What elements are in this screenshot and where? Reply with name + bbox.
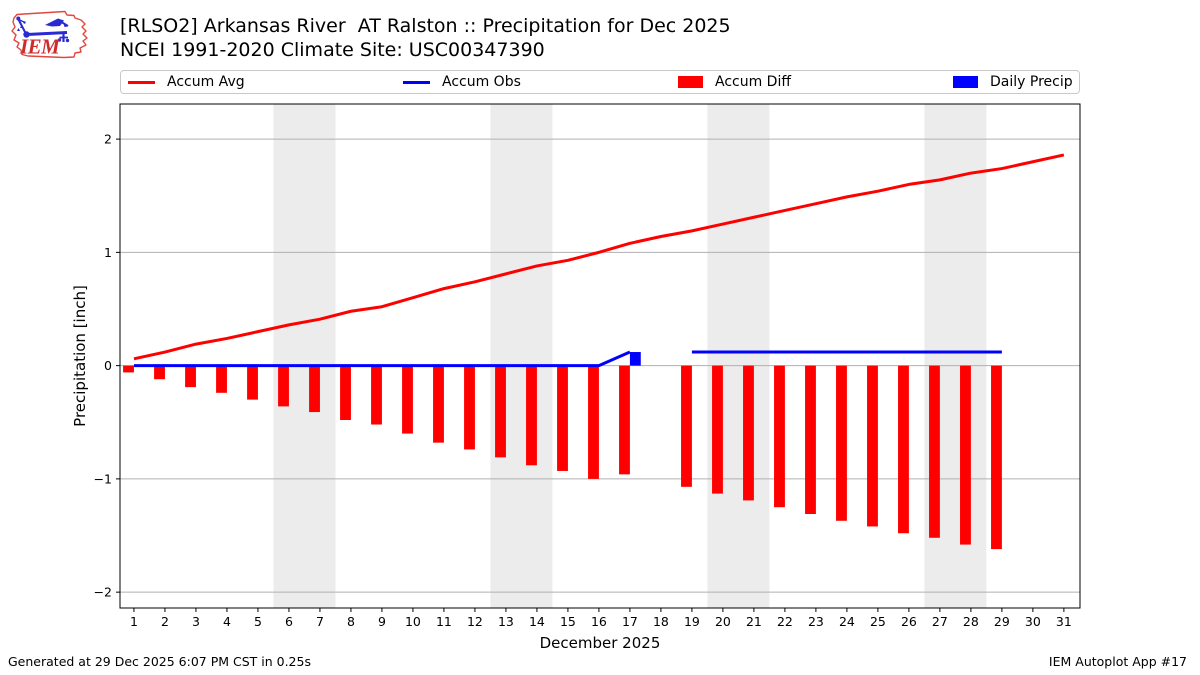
app-credit: IEM Autoplot App #17 xyxy=(1048,654,1187,669)
svg-text:20: 20 xyxy=(715,614,731,629)
svg-text:29: 29 xyxy=(994,614,1010,629)
svg-text:3: 3 xyxy=(192,614,200,629)
svg-text:9: 9 xyxy=(378,614,386,629)
legend-item-label: Accum Avg xyxy=(167,74,245,90)
svg-text:21: 21 xyxy=(746,614,762,629)
svg-text:25: 25 xyxy=(870,614,886,629)
svg-text:2: 2 xyxy=(104,132,112,147)
svg-text:−1: −1 xyxy=(94,471,112,486)
legend-item-accum-obs: Accum Obs xyxy=(403,71,521,93)
legend-item-accum-diff: Accum Diff xyxy=(678,71,791,93)
svg-text:27: 27 xyxy=(932,614,948,629)
svg-text:28: 28 xyxy=(963,614,979,629)
svg-text:16: 16 xyxy=(591,614,607,629)
iem-logo: IEM xyxy=(11,10,88,59)
svg-text:12: 12 xyxy=(467,614,483,629)
svg-text:4: 4 xyxy=(223,614,231,629)
svg-text:30: 30 xyxy=(1025,614,1041,629)
chart-subtitle: NCEI 1991-2020 Climate Site: USC00347390 xyxy=(120,39,545,61)
anemometer-icon xyxy=(16,16,70,43)
x-axis-label: December 2025 xyxy=(539,634,661,652)
svg-text:23: 23 xyxy=(808,614,824,629)
svg-text:13: 13 xyxy=(498,614,514,629)
legend-item-label: Accum Diff xyxy=(715,74,792,90)
svg-text:7: 7 xyxy=(316,614,324,629)
svg-text:8: 8 xyxy=(347,614,355,629)
svg-text:26: 26 xyxy=(901,614,917,629)
svg-text:0: 0 xyxy=(104,358,112,373)
accum-diff-box-swatch xyxy=(678,76,703,88)
chart-title: [RLSO2] Arkansas River AT Ralston :: Pre… xyxy=(120,15,731,37)
svg-text:2: 2 xyxy=(161,614,169,629)
svg-text:10: 10 xyxy=(405,614,421,629)
accum-avg-line-swatch xyxy=(128,80,155,84)
accum-obs-line-swatch xyxy=(403,80,430,84)
svg-text:31: 31 xyxy=(1056,614,1072,629)
svg-text:6: 6 xyxy=(285,614,293,629)
svg-text:−2: −2 xyxy=(94,585,112,600)
daily-precip-box-swatch xyxy=(953,76,978,88)
svg-text:14: 14 xyxy=(529,614,545,629)
generated-timestamp: Generated at 29 Dec 2025 6:07 PM CST in … xyxy=(8,654,311,669)
svg-text:24: 24 xyxy=(839,614,855,629)
svg-text:18: 18 xyxy=(653,614,669,629)
chart-legend: Accum Avg Accum Obs Accum Diff Daily Pre… xyxy=(120,70,1080,94)
svg-text:17: 17 xyxy=(622,614,638,629)
legend-item-label: Daily Precip xyxy=(990,74,1073,90)
legend-item-daily-precip: Daily Precip xyxy=(953,71,1073,93)
legend-item-accum-avg: Accum Avg xyxy=(128,71,245,93)
svg-text:1: 1 xyxy=(130,614,138,629)
svg-text:5: 5 xyxy=(254,614,262,629)
svg-text:11: 11 xyxy=(436,614,452,629)
svg-text:22: 22 xyxy=(777,614,793,629)
header: [RLSO2] Arkansas River AT Ralston :: Pre… xyxy=(120,14,731,62)
svg-text:1: 1 xyxy=(104,245,112,260)
logo-text: IEM xyxy=(19,35,61,59)
y-axis-label: Precipitation [inch] xyxy=(71,285,89,427)
svg-text:19: 19 xyxy=(684,614,700,629)
svg-text:15: 15 xyxy=(560,614,576,629)
legend-item-label: Accum Obs xyxy=(442,74,521,90)
